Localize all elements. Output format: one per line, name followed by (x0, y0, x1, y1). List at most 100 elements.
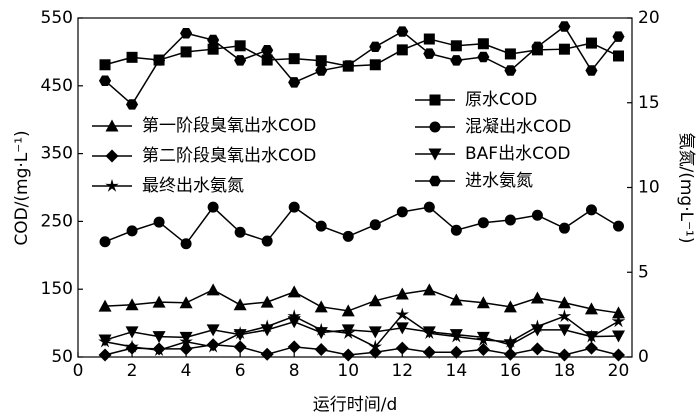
marker (152, 295, 166, 308)
x-tick-label: 16 (500, 361, 522, 381)
legend-label: 原水COD (465, 90, 537, 110)
series-line (104, 289, 619, 314)
legend-marker (428, 148, 442, 161)
marker (557, 348, 571, 362)
marker (584, 331, 598, 344)
y2-tick-label: 10 (638, 178, 660, 198)
marker (98, 75, 112, 86)
legend-label: 最终出水氨氮 (142, 176, 244, 196)
marker (98, 334, 112, 347)
marker (315, 55, 327, 67)
y-tick-label: 350 (41, 144, 73, 164)
marker (99, 236, 111, 248)
y-tick-label: 450 (41, 76, 73, 96)
y-axis-label: COD/(mg·L⁻¹) (12, 130, 32, 245)
marker (287, 316, 301, 329)
marker (99, 59, 111, 71)
legend-marker (429, 94, 441, 106)
marker (287, 340, 301, 354)
series-line (104, 320, 619, 346)
marker (314, 343, 328, 357)
marker (314, 300, 328, 313)
marker (422, 326, 436, 339)
marker (152, 343, 166, 357)
marker (342, 230, 354, 242)
x-axis-label: 运行时间/d (313, 395, 398, 415)
marker (395, 341, 409, 355)
marker (153, 55, 166, 66)
marker (234, 55, 247, 66)
marker (369, 59, 381, 71)
marker (395, 287, 409, 300)
marker (423, 48, 436, 59)
y2-tick-label: 5 (638, 262, 649, 282)
marker (206, 283, 220, 296)
marker (342, 60, 355, 71)
marker (261, 54, 273, 66)
marker (261, 235, 273, 247)
marker (503, 339, 517, 352)
marker (287, 285, 301, 298)
marker (126, 225, 138, 237)
marker (530, 324, 544, 337)
marker (450, 224, 462, 236)
x-tick-label: 0 (73, 361, 84, 381)
marker (179, 296, 193, 309)
marker (584, 341, 598, 355)
x-tick-label: 4 (181, 361, 192, 381)
marker (450, 40, 462, 52)
marker (125, 298, 139, 311)
marker (315, 65, 328, 76)
marker (558, 21, 571, 32)
marker (234, 226, 246, 238)
marker (503, 347, 517, 361)
marker (557, 296, 571, 309)
marker (423, 201, 435, 213)
marker (395, 307, 410, 321)
marker (611, 314, 626, 328)
marker (611, 306, 625, 319)
legend-label: 进水氨氮 (465, 171, 533, 191)
marker (234, 40, 246, 52)
marker (179, 331, 193, 344)
marker (260, 295, 274, 308)
y-tick-label: 150 (41, 279, 73, 299)
marker (504, 214, 516, 226)
marker (450, 55, 463, 66)
marker (449, 293, 463, 306)
marker (126, 51, 138, 63)
marker (557, 309, 572, 323)
marker (98, 348, 112, 362)
marker (396, 26, 409, 37)
marker (341, 348, 355, 362)
marker (477, 38, 489, 50)
marker (368, 339, 383, 353)
x-tick-label: 6 (235, 361, 246, 381)
marker (180, 28, 193, 39)
marker (233, 340, 247, 354)
marker (504, 65, 517, 76)
x-tick-label: 12 (391, 361, 413, 381)
marker (207, 43, 219, 55)
marker (396, 206, 408, 218)
legend-marker (105, 178, 119, 192)
marker (206, 339, 220, 353)
x-tick-label: 14 (446, 361, 468, 381)
marker (449, 345, 463, 359)
marker (585, 37, 597, 49)
marker (531, 209, 543, 221)
marker (288, 53, 300, 65)
marker (476, 343, 490, 357)
marker (503, 300, 517, 313)
y2-tick-label: 15 (638, 93, 660, 113)
marker (368, 345, 382, 359)
marker (153, 216, 165, 228)
marker (179, 342, 193, 356)
marker (585, 204, 597, 216)
marker (341, 324, 355, 337)
marker (233, 298, 247, 311)
marker (369, 219, 381, 231)
marker (530, 342, 544, 356)
marker (395, 322, 409, 335)
